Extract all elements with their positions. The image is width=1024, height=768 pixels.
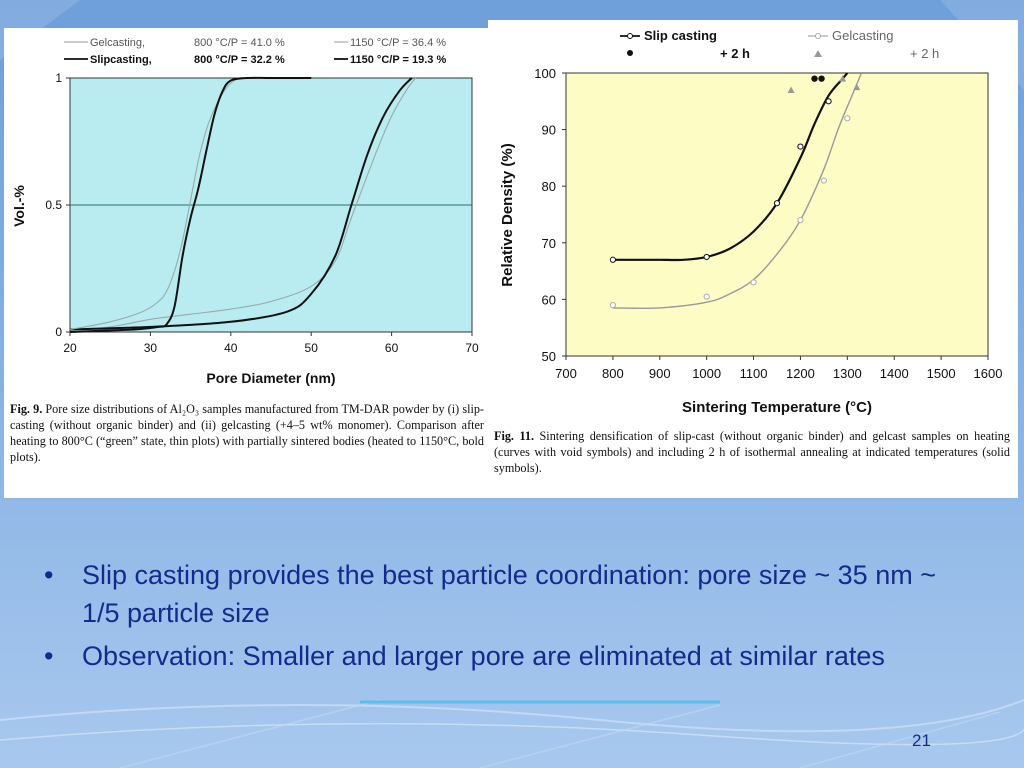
legend-slip-hold: + 2 h bbox=[720, 46, 750, 61]
bullet-text: Slip casting provides the best particle … bbox=[82, 560, 936, 628]
bullet-item: • Slip casting provides the best particl… bbox=[44, 556, 944, 632]
marker-open-slip bbox=[773, 200, 781, 207]
x-tick-label: 30 bbox=[144, 341, 158, 355]
x-tick-label: 900 bbox=[649, 366, 671, 381]
x-axis-label: Sintering Temperature (°C) bbox=[682, 399, 872, 416]
y-tick-label: 60 bbox=[542, 292, 556, 307]
y-tick-label: 0.5 bbox=[45, 198, 62, 212]
marker-open-gel bbox=[750, 279, 757, 286]
marker-open-gel bbox=[820, 177, 827, 184]
marker-open-gel bbox=[797, 217, 804, 224]
densification-chart: Slip casting + 2 h Gelcasting + 2 h 700 8… bbox=[499, 28, 1003, 416]
y-tick-label: 100 bbox=[534, 66, 556, 81]
x-tick-label: 40 bbox=[224, 341, 238, 355]
series-line-slip bbox=[612, 72, 849, 262]
caption-text: Pore size distributions of Al₂O₃ samples… bbox=[10, 402, 484, 464]
legend-slip-cond1: 800 °C/P = 32.2 % bbox=[194, 54, 285, 66]
legend-gel-cond1: 800 °C/P = 41.0 % bbox=[194, 37, 285, 49]
y-tick-label: 70 bbox=[542, 236, 556, 251]
series-line-slip1150 bbox=[69, 76, 312, 333]
x-tick-label: 1600 bbox=[974, 366, 1003, 381]
legend: Gelcasting, 800 °C/P = 41.0 % 1150 °C/P … bbox=[64, 37, 446, 66]
legend-gel-cond2: 1150 °C/P = 36.4 % bbox=[350, 37, 446, 49]
x-tick-label: 1400 bbox=[880, 366, 909, 381]
plot-area bbox=[565, 72, 989, 357]
marker-open-gel bbox=[703, 293, 710, 300]
y-tick-label: 50 bbox=[542, 349, 556, 364]
x-tick-label: 70 bbox=[465, 341, 479, 355]
x-tick-label: 1000 bbox=[692, 366, 721, 381]
caption-text: Sintering densification of slip-cast (wi… bbox=[494, 429, 1010, 475]
x-tick-label: 50 bbox=[305, 341, 319, 355]
x-tick-label: 1200 bbox=[786, 366, 815, 381]
y-tick-label: 0 bbox=[55, 325, 62, 339]
bullet-text: Observation: Smaller and larger pore are… bbox=[82, 641, 885, 671]
legend-gel-label: Gelcasting, bbox=[90, 37, 145, 49]
y-tick-label: 90 bbox=[542, 123, 556, 138]
bullet-list: • Slip casting provides the best particl… bbox=[44, 556, 944, 680]
legend-slip-label: Slipcasting, bbox=[90, 54, 152, 66]
x-tick-label: 20 bbox=[63, 341, 77, 355]
marker-solid-slip bbox=[811, 75, 818, 82]
caption-label: Fig. 11. bbox=[494, 429, 535, 443]
x-axis-label: Pore Diameter (nm) bbox=[206, 370, 335, 386]
marker-open-gel bbox=[609, 301, 616, 309]
series-line-gel bbox=[612, 72, 863, 309]
marker-solid-gel bbox=[787, 86, 795, 93]
bullet-icon: • bbox=[44, 560, 54, 590]
y-tick-label: 80 bbox=[542, 179, 556, 194]
legend: Slip casting + 2 h Gelcasting + 2 h bbox=[620, 28, 939, 61]
figure-9-caption: Fig. 9. Pore size distributions of Al₂O₃… bbox=[10, 401, 484, 465]
y-axis-label: Relative Density (%) bbox=[499, 143, 516, 286]
figure-9-panel: Gelcasting, 800 °C/P = 41.0 % 1150 °C/P … bbox=[4, 28, 488, 498]
x-tick-label: 800 bbox=[602, 366, 624, 381]
legend-gel-hold: + 2 h bbox=[910, 46, 939, 61]
marker-open-slip bbox=[609, 256, 616, 263]
series-line-gel800 bbox=[69, 77, 417, 331]
x-tick-label: 1100 bbox=[740, 366, 768, 381]
bullet-icon: • bbox=[44, 641, 54, 671]
y-tick-label: 1 bbox=[55, 71, 62, 85]
marker-open-slip bbox=[703, 253, 710, 261]
figure-11-panel: Slip casting + 2 h Gelcasting + 2 h 700 8… bbox=[488, 20, 1018, 498]
marker-open-slip bbox=[825, 98, 832, 105]
caption-label: Fig. 9. bbox=[10, 402, 43, 416]
x-tick-label: 1300 bbox=[833, 366, 862, 381]
pore-size-chart: Gelcasting, 800 °C/P = 41.0 % 1150 °C/P … bbox=[11, 37, 479, 386]
marker-solid-slip bbox=[818, 75, 825, 82]
x-tick-label: 1500 bbox=[927, 366, 956, 381]
x-tick-label: 60 bbox=[385, 341, 399, 355]
legend-gel-label: Gelcasting bbox=[832, 28, 893, 43]
marker-solid-gel bbox=[853, 83, 861, 91]
marker-open-slip bbox=[797, 143, 804, 150]
y-axis-label: Vol.-% bbox=[11, 185, 27, 227]
series-line-gel1150 bbox=[69, 77, 413, 331]
page-number: 21 bbox=[912, 731, 931, 750]
figure-11-caption: Fig. 11. Sintering densification of slip… bbox=[494, 428, 1010, 476]
x-tick-label: 700 bbox=[555, 366, 577, 381]
legend-slip-cond2: 1150 °C/P = 19.3 % bbox=[350, 54, 446, 66]
legend-slip-label: Slip casting bbox=[644, 28, 717, 43]
bullet-item: • Observation: Smaller and larger pore a… bbox=[44, 637, 944, 675]
marker-solid-gel bbox=[839, 75, 847, 82]
marker-open-gel bbox=[844, 115, 851, 122]
